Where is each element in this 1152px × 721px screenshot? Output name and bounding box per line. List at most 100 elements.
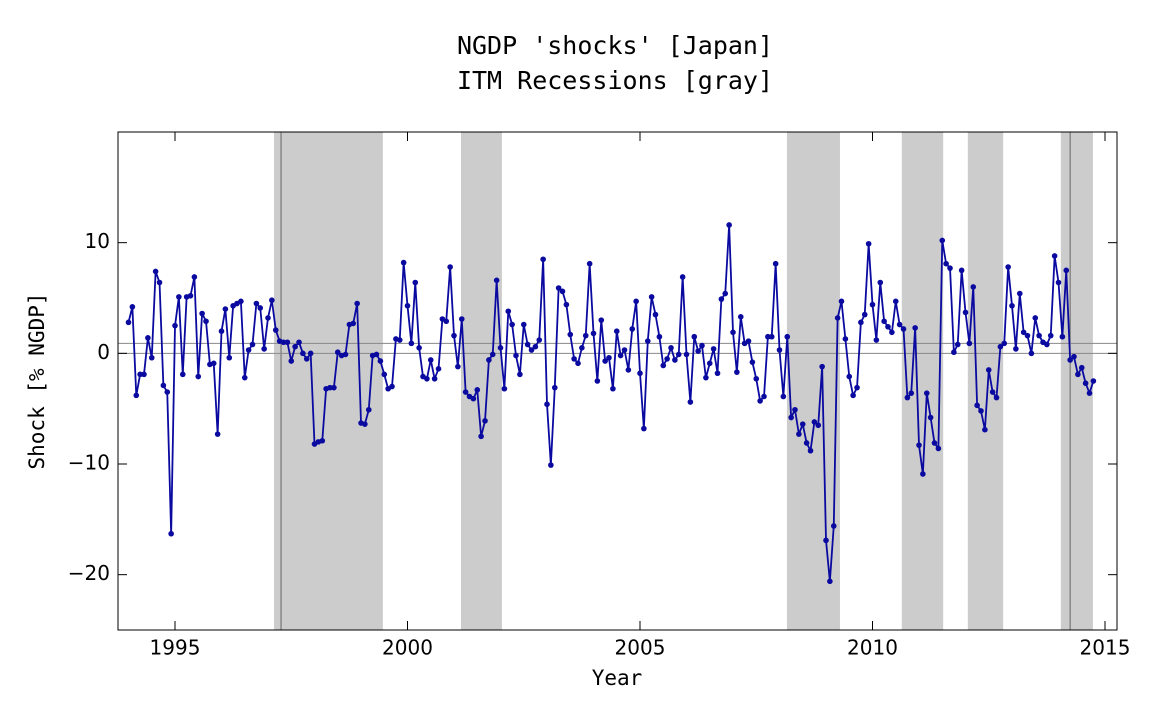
data-point <box>691 333 698 340</box>
plot-frame <box>117 131 1118 631</box>
data-point <box>319 437 326 444</box>
x-tick-label: 2005 <box>615 636 666 660</box>
data-point <box>331 384 337 391</box>
data-point <box>892 298 899 305</box>
data-point <box>869 301 876 308</box>
data-point <box>203 318 209 325</box>
data-point <box>435 366 442 372</box>
data-point <box>249 341 256 348</box>
data-point <box>954 341 961 348</box>
data-point <box>931 440 938 446</box>
data-point <box>257 305 264 311</box>
data-point <box>517 371 523 378</box>
data-point <box>672 357 678 363</box>
data-point <box>947 265 953 271</box>
data-point <box>296 339 302 346</box>
data-point <box>730 329 736 336</box>
data-point <box>327 384 333 391</box>
data-point <box>726 222 732 228</box>
data-point <box>695 348 701 354</box>
data-point <box>737 314 744 320</box>
data-point <box>881 318 887 325</box>
x-tick-label: 2010 <box>847 636 898 660</box>
data-point <box>590 330 597 337</box>
data-point <box>226 354 233 361</box>
y-tick-label: 0 <box>97 340 110 364</box>
data-point <box>668 345 674 351</box>
data-point <box>1016 290 1023 297</box>
data-point <box>792 406 798 413</box>
data-point <box>803 440 810 446</box>
data-point <box>617 352 624 359</box>
data-point <box>528 347 535 353</box>
data-point <box>675 351 682 358</box>
data-point <box>152 268 159 275</box>
data-point <box>799 421 806 427</box>
data-point <box>920 471 926 477</box>
data-point <box>613 328 620 335</box>
data-point <box>427 357 434 363</box>
data-point <box>1009 302 1015 309</box>
data-point <box>1024 332 1031 339</box>
data-point <box>408 340 415 347</box>
data-point <box>381 371 388 378</box>
data-point <box>602 358 608 364</box>
data-point <box>1036 332 1042 339</box>
data-point <box>916 442 922 448</box>
data-point <box>133 392 140 399</box>
data-point <box>245 347 252 353</box>
data-point <box>501 385 508 392</box>
data-point <box>544 401 550 408</box>
data-point <box>404 302 411 309</box>
data-point <box>269 297 275 304</box>
data-point <box>536 337 543 343</box>
y-tick-label: −10 <box>68 451 110 475</box>
chart-title: NGDP 'shocks' [Japan] <box>457 31 773 60</box>
data-point <box>176 294 182 300</box>
data-point <box>664 356 670 362</box>
data-point <box>1001 340 1008 347</box>
y-axis-label: Shock [% NGDP] <box>25 292 49 469</box>
data-point <box>265 315 271 321</box>
data-point <box>958 267 965 274</box>
data-point <box>462 389 469 395</box>
data-point <box>633 298 639 305</box>
data-point <box>652 311 659 318</box>
data-point <box>1071 353 1077 360</box>
data-point <box>710 346 717 352</box>
data-point <box>935 445 942 452</box>
data-point <box>222 306 229 312</box>
data-point <box>586 260 593 267</box>
data-point <box>172 322 178 329</box>
data-point <box>520 321 527 328</box>
data-point <box>334 349 341 356</box>
data-point <box>455 363 461 370</box>
data-point <box>594 378 601 384</box>
data-point <box>416 345 422 351</box>
data-point <box>1051 253 1058 259</box>
data-point <box>951 349 957 356</box>
data-point <box>373 351 380 358</box>
x-tick-label: 2015 <box>1080 636 1131 660</box>
data-point <box>854 384 860 391</box>
data-point <box>389 383 395 390</box>
data-point <box>687 399 694 405</box>
data-point <box>772 260 779 267</box>
data-point <box>939 237 946 244</box>
data-point <box>137 371 143 378</box>
data-point <box>513 352 519 359</box>
data-point <box>625 367 632 373</box>
data-point <box>699 342 705 349</box>
data-point <box>896 321 903 328</box>
data-point <box>823 537 829 544</box>
data-point <box>706 360 713 367</box>
data-point <box>637 370 643 377</box>
data-point <box>865 240 872 247</box>
data-point <box>753 375 760 382</box>
x-tick-label: 1995 <box>150 636 201 660</box>
data-point <box>811 419 818 425</box>
data-point <box>629 326 636 332</box>
data-point <box>474 387 481 393</box>
data-point <box>838 298 845 305</box>
